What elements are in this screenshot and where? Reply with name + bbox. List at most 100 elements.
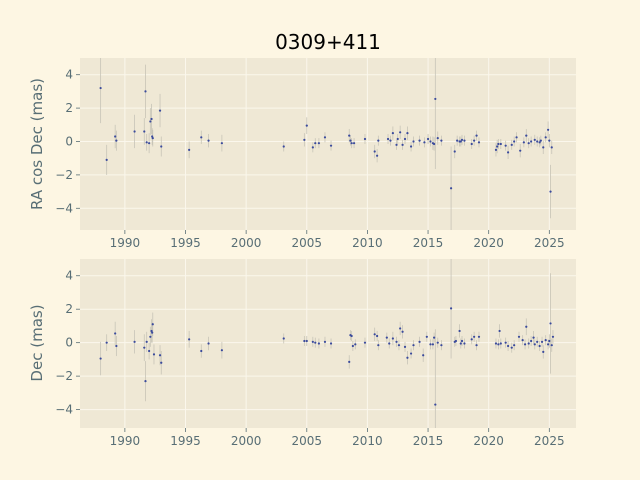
data-point [148,142,151,145]
data-point [436,341,439,344]
data-point [532,336,535,339]
data-point [538,344,541,348]
data-point [406,356,409,359]
data-point [105,158,108,161]
data-point [540,340,544,343]
data-point [542,146,545,149]
data-point [551,335,555,338]
data-point [220,349,223,352]
data-point [527,142,530,145]
data-point [423,141,426,144]
data-point [456,139,459,142]
data-point [436,137,439,140]
data-point [396,137,399,141]
data-point [549,322,552,325]
x-tick-label: 2000 [231,434,262,448]
data-point [440,139,443,142]
data-point [434,97,437,101]
data-point [458,329,461,333]
bottom-y-ticks: −4 −2 0 2 4 [55,269,80,417]
data-point [425,335,428,338]
data-point [151,331,154,334]
data-point [207,139,210,142]
data-point [477,335,481,338]
y-tick-label: 0 [65,336,73,350]
bottom-panel: 1990 1995 2000 2005 2010 2015 2020 2025 −4 −2 0 2 4… [28,259,576,448]
data-point [429,343,432,346]
data-point [499,142,502,146]
data-point [349,139,352,142]
data-point [363,137,367,141]
data-point [160,361,163,364]
data-point [418,340,421,343]
x-tick-label: 2000 [231,236,262,250]
data-point [406,132,409,135]
data-point [453,150,456,153]
data-point [431,343,434,346]
data-point [151,137,154,140]
data-point [401,143,404,146]
data-point [303,339,306,343]
data-point [510,346,513,349]
data-point [114,332,117,335]
data-point [143,130,146,133]
data-point [145,340,148,343]
data-point [530,339,533,343]
data-point [115,344,118,348]
data-point [388,342,391,345]
data-point [477,141,481,144]
data-point [323,340,327,343]
data-point [403,137,407,141]
bottom-plot-area [80,259,576,428]
data-point [506,344,510,348]
data-point [470,142,473,146]
data-point [149,120,152,123]
data-point [133,130,136,133]
data-point [429,140,432,143]
data-point [506,151,510,154]
data-point [151,323,154,326]
data-point [422,354,425,357]
data-point [473,139,476,142]
x-tick-label: 2025 [534,434,565,448]
data-point [504,341,507,344]
data-point [149,335,152,338]
top-x-ticks: 1990 1995 2000 2005 2010 2015 2020 2025 [110,230,565,250]
y-tick-label: 4 [65,269,73,283]
data-point [525,134,528,137]
data-point [376,154,379,157]
data-point [99,357,102,360]
data-point [513,344,516,347]
data-point [151,135,154,138]
data-point [496,145,499,148]
data-point [148,349,151,353]
data-point [519,149,522,152]
data-point [160,145,163,148]
data-point [115,139,118,142]
data-point [200,349,203,353]
data-point [449,187,453,190]
data-point [403,345,407,348]
data-point [376,334,379,338]
x-tick-label: 2015 [413,236,444,250]
data-point [418,139,421,142]
data-point [498,329,501,333]
data-point [412,344,415,347]
data-point [463,342,466,345]
x-tick-label: 2010 [352,236,383,250]
data-point [460,339,464,343]
data-point [530,140,533,143]
data-point [158,109,162,112]
data-point [517,335,521,338]
data-point [152,353,156,356]
x-tick-label: 2005 [292,434,323,448]
data-point [143,346,146,349]
data-point [539,139,542,142]
data-point [513,140,516,143]
top-y-ticks: −4 −2 0 2 4 [55,68,80,215]
data-point [475,134,478,137]
data-point [401,330,404,333]
data-point [352,142,356,145]
y-tick-label: −4 [55,201,73,215]
